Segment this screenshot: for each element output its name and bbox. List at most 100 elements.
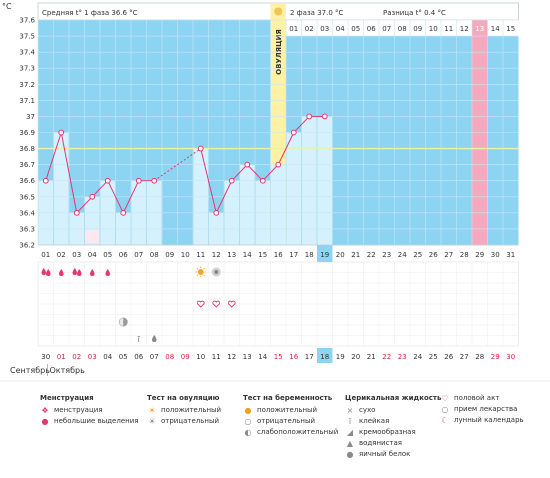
- pill-icon: ○: [441, 405, 449, 414]
- menstruation-icon: ❖: [41, 406, 49, 415]
- unit-label: °C: [2, 2, 12, 11]
- cycle-day-label: 08: [398, 25, 407, 33]
- temperature-line: [200, 148, 217, 213]
- y-tick-label: 37: [26, 113, 35, 121]
- x-tick-label: 11: [196, 251, 205, 259]
- calendar-date: 11: [212, 353, 221, 361]
- legend-cervical-fluid: Церикальная жидкость × сухо ī клейкая ◢ кре…: [345, 393, 441, 460]
- legend-item: небольшие выделения: [54, 417, 139, 425]
- x-tick-label: 08: [150, 251, 159, 259]
- bbt-chart: °C Средняя t° 1 фаза 36.6 °C 2 фаза 37.0 °…: [0, 2, 550, 382]
- y-tick-label: 36.6: [19, 177, 35, 185]
- watery-icon: ▲: [346, 439, 354, 448]
- legend-pregnancy-test: Тест на беременность ● положительный ○ отр…: [243, 393, 338, 438]
- x-tick-label: 23: [382, 251, 391, 259]
- sun-grey-icon: ☀: [148, 417, 156, 426]
- temperature-line: [45, 132, 62, 181]
- x-tick-label: 16: [274, 251, 283, 259]
- cycle-day-label: 09: [413, 25, 422, 33]
- x-tick-label: 06: [119, 251, 128, 259]
- x-tick-label: 09: [165, 251, 174, 259]
- sun-ray: [203, 267, 205, 270]
- x-tick-label: 31: [506, 251, 515, 259]
- cycle-day-label: 10: [429, 25, 438, 33]
- calendar-date: 04: [103, 353, 112, 361]
- creamy-icon: ◢: [346, 428, 354, 437]
- legend-item: менструация: [54, 406, 103, 414]
- phase2-label: 2 фаза 37.0 °C: [290, 9, 344, 17]
- legend-item: положительный: [161, 406, 222, 414]
- cycle-day-label: 04: [336, 25, 345, 33]
- legend-item: сухо: [359, 406, 376, 414]
- legend-pregnancy-test-title: Тест на беременность: [243, 394, 333, 402]
- sun-ray: [203, 274, 205, 277]
- x-tick-label: 01: [41, 251, 50, 259]
- circle-positive-icon: ●: [244, 406, 252, 415]
- calendar-date: 13: [243, 353, 252, 361]
- temperature-point: [42, 177, 49, 184]
- current-day-marker: [317, 245, 333, 262]
- temperature-point: [213, 209, 220, 216]
- temperature-point: [58, 129, 65, 136]
- calendar-date: 24: [413, 353, 422, 361]
- legend-menstruation-title: Менструация: [40, 394, 94, 402]
- y-tick-label: 37.6: [19, 17, 35, 25]
- temperature-point: [275, 161, 282, 168]
- temperature-point: [151, 177, 158, 184]
- legend-cervical-fluid-title: Церикальная жидкость: [345, 394, 442, 402]
- x-tick-label: 02: [57, 251, 66, 259]
- temperature-line: [262, 164, 279, 182]
- cycle-day-label: 11: [444, 25, 453, 33]
- calendar-date: 05: [119, 353, 128, 361]
- drop-icon: [59, 269, 64, 276]
- temperature-point: [197, 145, 204, 152]
- cycle-day-label: 01: [289, 25, 298, 33]
- drop-icon: [46, 269, 51, 276]
- calendar-date: 06: [134, 353, 143, 361]
- x-tick-label: 27: [444, 251, 453, 259]
- calendar-date: 09: [181, 353, 190, 361]
- calendar-date: 27: [460, 353, 469, 361]
- x-tick-label: 21: [351, 251, 360, 259]
- temperature-line: [122, 180, 140, 214]
- calendar-date: 29: [491, 353, 500, 361]
- calendar-date: 30: [41, 353, 50, 361]
- y-tick-label: 37.5: [19, 33, 35, 41]
- dry-icon: ×: [346, 406, 354, 415]
- legend-item: положительный: [257, 406, 318, 414]
- phase1-label: Средняя t° 1 фаза 36.6 °C: [42, 9, 138, 17]
- sun-icon: [197, 269, 204, 275]
- temperature-line: [231, 164, 248, 182]
- ovulation-sun-icon: [274, 7, 283, 16]
- y-tick-label: 37.2: [19, 81, 35, 89]
- cycle-day-row: [286, 20, 519, 37]
- calendar-date: 22: [382, 353, 391, 361]
- calendar-date: 20: [351, 353, 360, 361]
- temperature-line: [60, 132, 78, 213]
- y-tick-label: 36.7: [19, 161, 35, 169]
- temperature-bar: [271, 164, 286, 245]
- legend-ovulation-test: Тест на овуляцию ☀ положительный ☀ отрицат…: [147, 393, 221, 427]
- cycle-day-label: 05: [351, 25, 360, 33]
- legend-item: отрицательный: [161, 417, 220, 425]
- temperature-point: [306, 113, 313, 120]
- month-label: Сентябрь: [10, 366, 50, 375]
- y-tick-label: 37.3: [19, 65, 35, 73]
- x-tick-label: 30: [491, 251, 500, 259]
- temperature-line: [215, 180, 233, 214]
- heart-icon: [196, 300, 205, 308]
- x-tick-label: 17: [289, 251, 298, 259]
- temperature-bar: [240, 164, 255, 245]
- x-tick-label: 25: [413, 251, 422, 259]
- temperature-bar: [286, 132, 301, 245]
- legend-item: лунный календарь: [454, 416, 524, 424]
- legend-menstruation: Менструация ❖ менструация ● небольшие выде…: [40, 393, 139, 427]
- calendar-date: 28: [475, 353, 484, 361]
- calendar-date: 07: [150, 353, 159, 361]
- calendar-date: 25: [429, 353, 438, 361]
- x-tick-label: 03: [72, 251, 81, 259]
- temperature-point: [135, 177, 142, 184]
- moon-cell: [85, 230, 99, 243]
- eggwhite-icon: ●: [346, 450, 354, 459]
- legend-item: водянистая: [359, 439, 403, 447]
